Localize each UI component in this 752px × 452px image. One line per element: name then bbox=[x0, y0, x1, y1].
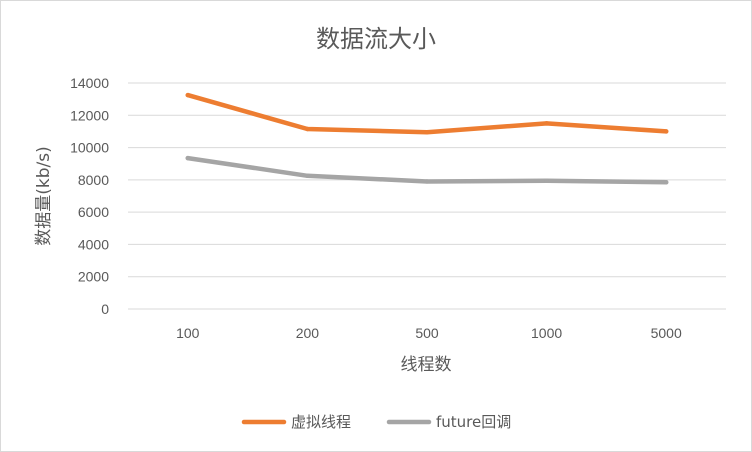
x-tick-label: 500 bbox=[415, 325, 439, 341]
y-axis-ticks: 0 2000 4000 6000 8000 10000 12000 14000 bbox=[70, 75, 109, 317]
data-point bbox=[544, 121, 549, 126]
y-tick-label: 12000 bbox=[70, 107, 109, 123]
x-axis-ticks: 100 200 500 1000 5000 bbox=[176, 325, 682, 341]
data-point bbox=[424, 179, 430, 184]
y-tick-label: 10000 bbox=[70, 140, 109, 156]
y-tick-label: 14000 bbox=[70, 75, 109, 91]
x-tick-label: 100 bbox=[176, 325, 200, 341]
x-tick-label: 1000 bbox=[531, 325, 562, 341]
legend: 虚拟线程 future回调 bbox=[241, 413, 511, 431]
legend-label: 虚拟线程 bbox=[291, 413, 351, 431]
x-axis-title: 线程数 bbox=[401, 355, 452, 375]
y-tick-label: 6000 bbox=[78, 204, 109, 220]
y-tick-label: 8000 bbox=[78, 172, 109, 188]
data-point bbox=[664, 129, 669, 134]
data-point bbox=[544, 178, 549, 183]
series-lines bbox=[185, 92, 669, 185]
data-point bbox=[305, 173, 310, 179]
y-axis-title: 数据量(kb/s) bbox=[34, 146, 54, 246]
data-point bbox=[424, 130, 430, 135]
y-tick-label: 2000 bbox=[78, 269, 109, 285]
series-line-1 bbox=[185, 92, 669, 135]
x-tick-label: 5000 bbox=[651, 325, 682, 341]
gridlines bbox=[128, 82, 726, 310]
legend-label: future回调 bbox=[436, 413, 511, 431]
y-tick-label: 0 bbox=[101, 301, 109, 317]
y-tick-label: 4000 bbox=[78, 236, 109, 252]
series-line-2 bbox=[185, 155, 669, 185]
data-point bbox=[185, 155, 190, 161]
data-point bbox=[185, 92, 190, 98]
data-point bbox=[305, 126, 310, 132]
x-tick-label: 200 bbox=[296, 325, 320, 341]
data-point bbox=[664, 180, 669, 185]
chart-title: 数据流大小 bbox=[316, 25, 436, 53]
